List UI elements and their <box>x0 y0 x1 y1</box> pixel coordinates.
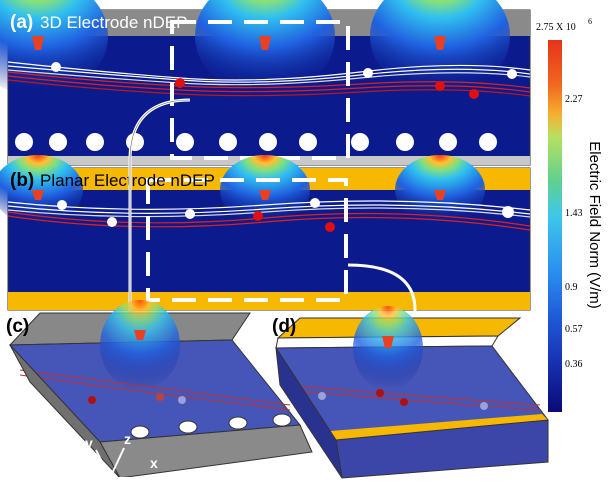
colorbar-tick-label: 0.9 <box>565 282 578 293</box>
particle <box>376 389 384 397</box>
panel-title: Planar Electrode nDEP <box>40 171 215 190</box>
panel-label: (a) <box>10 12 33 33</box>
panel-d: (d) <box>272 306 548 478</box>
particle <box>51 62 61 72</box>
panel-b: (b) Planar Electrode nDEP <box>0 155 530 310</box>
particle <box>325 222 335 232</box>
particle <box>107 217 117 227</box>
particle <box>253 211 263 221</box>
colorbar-tick-label: 0.57 <box>565 324 583 335</box>
particle <box>310 198 320 208</box>
colorbar-tick-label: 1.43 <box>565 208 583 219</box>
figure: (a) 3D Electrode nDEP (b) Planar Electro… <box>0 0 608 497</box>
colorbar-tick-label: 2.27 <box>565 94 583 105</box>
particle <box>318 392 326 400</box>
panel-c: y z x (c) <box>6 300 312 478</box>
field <box>100 300 180 390</box>
panel-title: 3D Electrode nDEP <box>40 13 187 32</box>
particle <box>400 398 408 406</box>
colorbar-scale <box>548 40 562 412</box>
page: (a) 3D Electrode nDEP (b) Planar Electro… <box>0 0 608 497</box>
colorbar: 2.75 X 10 6 Electric Field Norm (V/m) 2.… <box>536 17 603 412</box>
particle <box>57 200 67 210</box>
particle <box>469 89 479 99</box>
particle <box>502 206 514 218</box>
particle <box>88 396 96 404</box>
panel-label: (d) <box>272 316 296 337</box>
particle <box>363 68 373 78</box>
particle <box>507 69 517 79</box>
colorbar-max: 2.75 X 10 <box>536 22 576 33</box>
panel-a: (a) 3D Electrode nDEP <box>0 0 530 165</box>
panel-label: (c) <box>6 316 29 337</box>
particle <box>435 81 445 91</box>
particle <box>156 393 164 401</box>
particle <box>178 396 186 404</box>
colorbar-tick-label: 0.36 <box>565 359 583 370</box>
axis-label: y <box>85 435 93 451</box>
axis-label: z <box>124 431 131 447</box>
particle <box>480 402 488 410</box>
colorbar-exponent: 6 <box>588 17 592 26</box>
axis-label: x <box>150 455 158 471</box>
colorbar-title: Electric Field Norm (V/m) <box>586 141 603 309</box>
electrode-bar <box>8 292 530 310</box>
particle <box>185 209 195 219</box>
particle <box>175 78 185 88</box>
panel-label: (b) <box>10 170 34 191</box>
